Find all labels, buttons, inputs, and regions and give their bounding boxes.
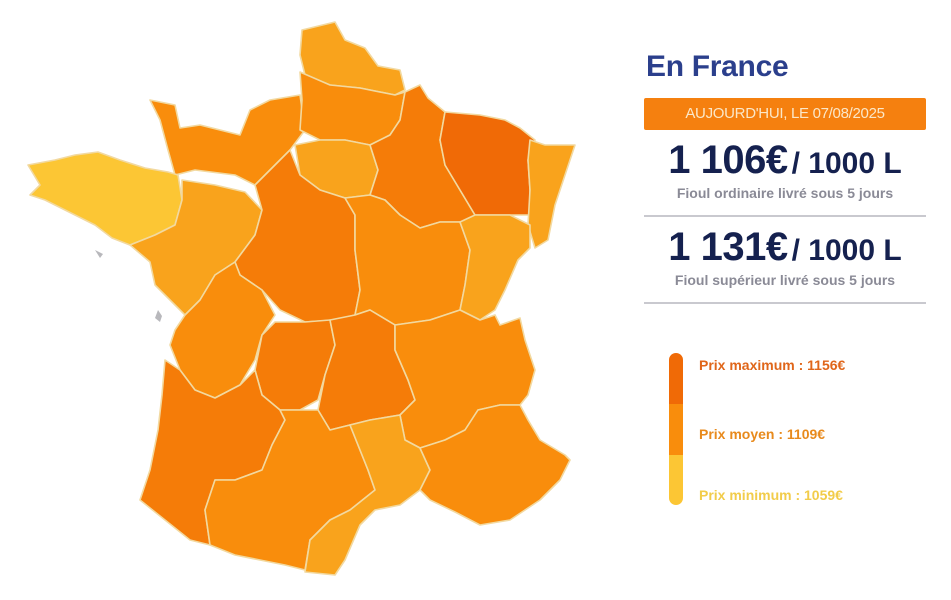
price-description: Fioul ordinaire livré sous 5 jours [676, 185, 894, 201]
price-description: Fioul supérieur livré sous 5 jours [674, 272, 896, 288]
price-unit: / 1000 L [791, 234, 902, 267]
legend-swatch-min [669, 454, 683, 505]
region-franche-comte[interactable] [459, 214, 531, 321]
price-amount: 1 106€ [668, 138, 788, 182]
date-badge: AUJOURD'HUI, LE 07/08/2025 [644, 98, 926, 130]
legend-max-label: Prix maximum : 1156€ [699, 357, 846, 373]
divider [644, 215, 926, 217]
legend-mid-label: Prix moyen : 1109€ [699, 426, 826, 442]
legend-min-label: Prix minimum : 1059€ [699, 487, 843, 503]
france-price-map [27, 21, 576, 576]
region-paca[interactable] [419, 404, 571, 526]
region-normandie[interactable] [149, 94, 306, 186]
price-unit: / 1000 L [791, 147, 902, 180]
divider [644, 302, 926, 304]
region-poitou-charentes[interactable] [169, 261, 276, 399]
island-shape [95, 250, 103, 258]
price-amount: 1 131€ [668, 225, 788, 269]
price-superieur: 1 131€/ 1000 L [640, 225, 930, 270]
price-panel: En France AUJOURD'HUI, LE 07/08/2025 1 1… [640, 40, 940, 304]
legend-swatch-mid [669, 403, 683, 455]
legend-gradient-bar [669, 353, 683, 505]
price-legend: Prix maximum : 1156€ Prix moyen : 1109€ … [669, 353, 949, 505]
region-alsace[interactable] [527, 139, 576, 249]
region-languedoc-roussillon[interactable] [304, 414, 431, 576]
island-shape [155, 310, 162, 322]
legend-swatch-max [669, 353, 683, 404]
region-bretagne[interactable] [27, 151, 183, 246]
price-ordinaire: 1 106€/ 1000 L [640, 138, 930, 183]
panel-title: En France [646, 50, 789, 83]
